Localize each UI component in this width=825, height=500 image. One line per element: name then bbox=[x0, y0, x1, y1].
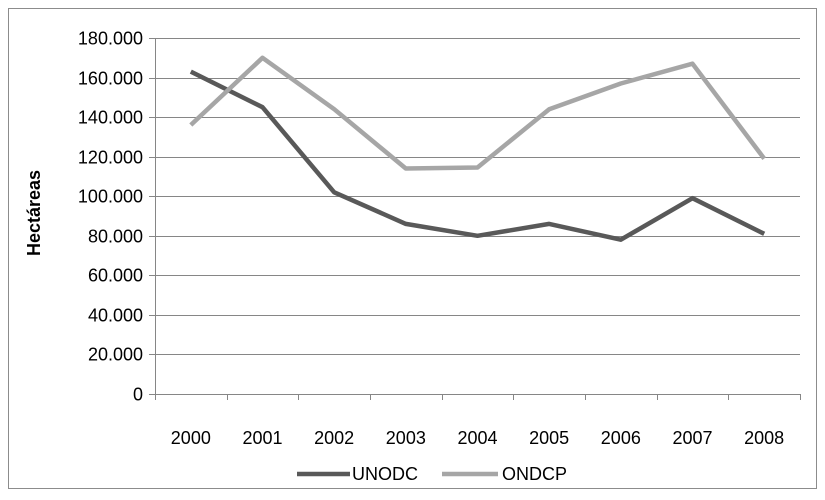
x-tick-label: 2003 bbox=[386, 428, 426, 448]
x-tick-label: 2001 bbox=[242, 428, 282, 448]
x-axis: 2000 2001 2002 2003 2004 2005 2006 2007 2008 bbox=[155, 394, 801, 448]
y-tick-label: 0 bbox=[133, 385, 143, 405]
x-tick-label: 2007 bbox=[672, 428, 712, 448]
y-tick-label: 100.000 bbox=[78, 187, 143, 207]
y-axis-label: Hectáreas bbox=[24, 170, 44, 256]
x-tick-label: 2002 bbox=[314, 428, 354, 448]
series-line-ondcp bbox=[189, 55, 766, 171]
y-tick-label: 120.000 bbox=[78, 148, 143, 168]
x-tick-label: 2004 bbox=[457, 428, 497, 448]
y-tick-label: 80.000 bbox=[88, 227, 143, 247]
y-tick-label: 180.000 bbox=[78, 29, 143, 49]
y-tick-label: 60.000 bbox=[88, 266, 143, 286]
y-axis: 0 20.000 40.000 60.000 80.000 100.000 120.000 1… bbox=[78, 29, 156, 405]
series-lines bbox=[189, 55, 766, 242]
y-tick-label: 20.000 bbox=[88, 345, 143, 365]
legend: UNODC ONDCP bbox=[297, 464, 567, 484]
x-tick-label: 2005 bbox=[529, 428, 569, 448]
x-tick-label: 2008 bbox=[744, 428, 784, 448]
x-tick-label: 2000 bbox=[171, 428, 211, 448]
y-tick-label: 160.000 bbox=[78, 69, 143, 89]
legend-label-unodc: UNODC bbox=[352, 464, 418, 484]
y-tick-label: 40.000 bbox=[88, 306, 143, 326]
series-line-unodc bbox=[189, 69, 766, 242]
legend-label-ondcp: ONDCP bbox=[502, 464, 567, 484]
x-tick-label: 2006 bbox=[601, 428, 641, 448]
y-tick-label: 140.000 bbox=[78, 108, 143, 128]
chart-frame bbox=[8, 8, 817, 489]
